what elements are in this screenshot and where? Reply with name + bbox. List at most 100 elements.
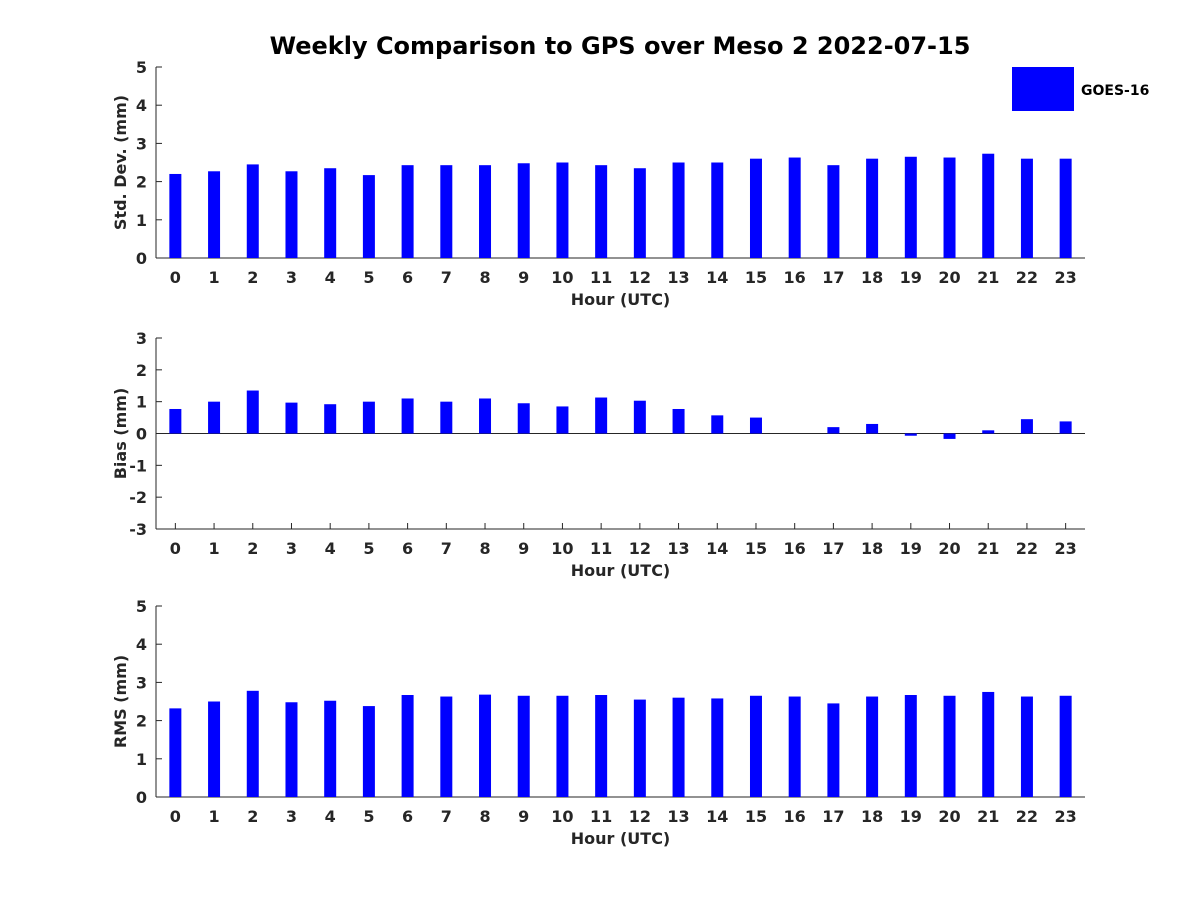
bar-std-dev-20 <box>943 157 956 258</box>
x-tick-label: 23 <box>1055 268 1077 287</box>
y-tick-label: 0 <box>136 249 147 268</box>
x-tick-label: 9 <box>518 268 529 287</box>
x-axis-label: Hour (UTC) <box>571 829 671 848</box>
bar-rms-2 <box>246 690 259 797</box>
x-tick-label: 1 <box>208 539 219 558</box>
x-tick-label: 19 <box>900 807 922 826</box>
y-axis-label: Std. Dev. (mm) <box>111 95 130 230</box>
bar-bias-11 <box>595 397 608 434</box>
bar-bias-12 <box>633 400 646 434</box>
x-tick-label: 16 <box>784 539 806 558</box>
bar-rms-6 <box>401 695 414 797</box>
bar-std-dev-19 <box>904 156 917 258</box>
x-tick-label: 19 <box>900 539 922 558</box>
x-tick-label: 8 <box>479 807 490 826</box>
bar-bias-4 <box>324 404 337 434</box>
y-tick-label: 4 <box>136 635 147 654</box>
bar-bias-22 <box>1020 419 1033 434</box>
x-tick-label: 7 <box>441 539 452 558</box>
x-tick-label: 11 <box>590 807 612 826</box>
y-axis-label: Bias (mm) <box>111 388 130 480</box>
bar-rms-4 <box>324 700 337 797</box>
legend-label: GOES-16 <box>1081 83 1149 99</box>
bar-std-dev-6 <box>401 165 414 258</box>
bar-std-dev-9 <box>517 163 530 258</box>
y-tick-label: 3 <box>136 329 147 348</box>
bar-bias-15 <box>749 417 762 434</box>
x-tick-label: 20 <box>938 807 960 826</box>
bar-std-dev-21 <box>982 153 995 258</box>
bar-std-dev-22 <box>1020 158 1033 258</box>
x-tick-label: 2 <box>247 268 258 287</box>
bar-std-dev-7 <box>440 165 453 258</box>
bar-bias-14 <box>711 415 724 434</box>
x-tick-label: 9 <box>518 539 529 558</box>
bar-bias-13 <box>672 408 685 434</box>
x-tick-label: 7 <box>441 807 452 826</box>
bar-bias-9 <box>517 403 530 434</box>
bar-bias-17 <box>827 427 840 434</box>
bar-bias-7 <box>440 401 453 434</box>
bar-rms-12 <box>633 699 646 797</box>
x-tick-label: 19 <box>900 268 922 287</box>
bar-std-dev-14 <box>711 162 724 258</box>
x-tick-label: 11 <box>590 539 612 558</box>
x-tick-label: 4 <box>325 268 336 287</box>
x-tick-label: 10 <box>551 807 573 826</box>
bar-rms-16 <box>788 696 801 797</box>
bar-rms-10 <box>556 695 569 797</box>
x-tick-label: 5 <box>363 807 374 826</box>
x-tick-label: 6 <box>402 807 413 826</box>
bar-rms-18 <box>866 696 879 797</box>
y-tick-label: -2 <box>129 488 147 507</box>
bar-rms-1 <box>208 701 221 797</box>
bar-rms-9 <box>517 695 530 797</box>
bar-bias-0 <box>169 408 182 434</box>
x-tick-label: 16 <box>784 268 806 287</box>
y-tick-label: 5 <box>136 597 147 616</box>
bar-bias-10 <box>556 406 569 434</box>
bar-bias-1 <box>208 401 221 434</box>
bar-std-dev-15 <box>749 158 762 258</box>
x-tick-label: 16 <box>784 807 806 826</box>
bar-bias-5 <box>362 401 375 434</box>
x-tick-label: 14 <box>706 807 728 826</box>
y-axis-label: RMS (mm) <box>111 655 130 748</box>
x-tick-label: 23 <box>1055 539 1077 558</box>
bar-rms-21 <box>982 691 995 797</box>
x-tick-label: 5 <box>363 539 374 558</box>
bar-rms-5 <box>362 706 375 797</box>
x-tick-label: 14 <box>706 268 728 287</box>
x-tick-label: 6 <box>402 539 413 558</box>
bar-std-dev-13 <box>672 162 685 258</box>
y-tick-label: 1 <box>136 393 147 412</box>
x-tick-label: 3 <box>286 539 297 558</box>
y-tick-label: 0 <box>136 788 147 807</box>
x-tick-label: 13 <box>667 268 689 287</box>
bar-std-dev-4 <box>324 168 337 258</box>
y-tick-label: 4 <box>136 96 147 115</box>
bar-std-dev-2 <box>246 164 259 258</box>
bar-rms-20 <box>943 695 956 797</box>
x-tick-label: 15 <box>745 807 767 826</box>
x-tick-label: 4 <box>325 539 336 558</box>
bar-rms-3 <box>285 702 298 797</box>
x-tick-label: 23 <box>1055 807 1077 826</box>
bar-bias-23 <box>1059 421 1072 434</box>
bar-std-dev-10 <box>556 162 569 258</box>
y-tick-label: 2 <box>136 173 147 192</box>
bar-std-dev-11 <box>595 165 608 258</box>
bar-rms-17 <box>827 703 840 797</box>
bar-rms-7 <box>440 696 453 797</box>
x-axis-label: Hour (UTC) <box>571 290 671 309</box>
bar-rms-23 <box>1059 695 1072 797</box>
x-tick-label: 0 <box>170 539 181 558</box>
x-tick-label: 22 <box>1016 268 1038 287</box>
chart-title: Weekly Comparison to GPS over Meso 2 202… <box>270 32 971 60</box>
bar-bias-20 <box>943 433 956 439</box>
x-tick-label: 13 <box>667 539 689 558</box>
bar-bias-18 <box>866 423 879 434</box>
bar-bias-21 <box>982 430 995 434</box>
